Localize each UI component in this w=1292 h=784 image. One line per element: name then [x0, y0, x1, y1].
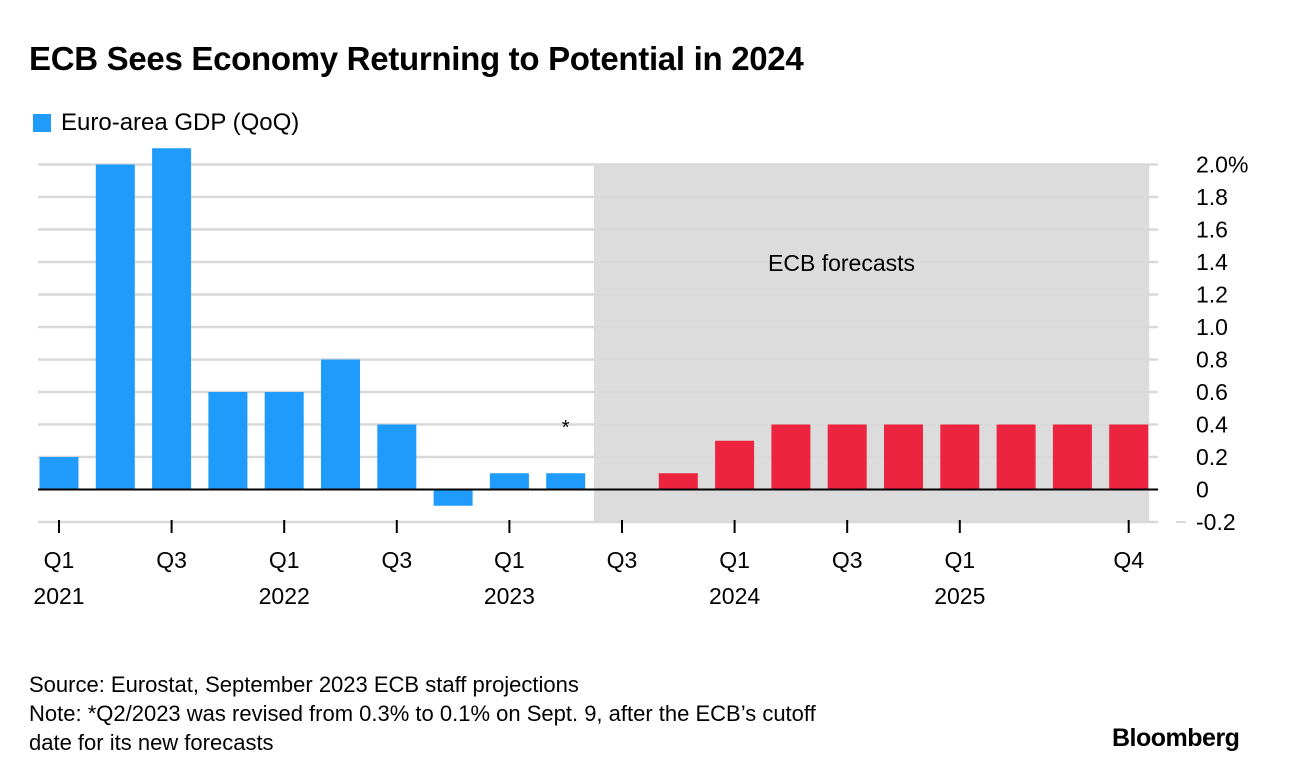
- bar-q3-2022: [377, 424, 417, 490]
- bar-q3-2025: [1052, 424, 1092, 490]
- bar-q2-2024: [771, 424, 811, 490]
- y-tick-label: 0.6: [1196, 379, 1228, 405]
- x-tick-year: 2023: [484, 583, 535, 609]
- x-tick-quarter: Q1: [944, 547, 975, 573]
- y-tick-label: 1.8: [1196, 184, 1228, 210]
- forecast-band-label: ECB forecasts: [768, 250, 915, 276]
- bars: [39, 148, 1149, 506]
- y-tick-label: 0.2: [1196, 444, 1228, 470]
- x-tick-year: 2021: [33, 583, 84, 609]
- legend-swatch-gdp: [33, 114, 51, 132]
- revision-asterisk: *: [562, 417, 570, 439]
- bar-q1-2021: [39, 457, 79, 490]
- bar-q2-2022: [321, 359, 360, 490]
- x-tick-year: 2025: [934, 583, 985, 609]
- x-tick-quarter: Q4: [1113, 547, 1144, 573]
- y-tick-label: 0: [1196, 477, 1209, 503]
- y-tick-label: 0.8: [1196, 347, 1228, 373]
- bar-q4-2022: [433, 489, 473, 506]
- bar-q2-2025: [996, 424, 1036, 490]
- bar-q1-2023: [489, 473, 529, 490]
- x-tick-quarter: Q3: [381, 547, 412, 573]
- bloomberg-logo: Bloomberg: [1112, 724, 1240, 752]
- x-tick-quarter: Q3: [607, 547, 638, 573]
- y-axis-labels: -0.2 0 0.2 0.4 0.6 0.8 1.0 1.2 1.4 1.6 1.8 2.0%: [1196, 152, 1248, 536]
- y-tick-label: 1.0: [1196, 314, 1228, 340]
- bar-q1-2025: [940, 424, 980, 490]
- y-tick-label: 1.4: [1196, 249, 1228, 275]
- x-tick-quarter: Q3: [832, 547, 863, 573]
- x-tick-quarter: Q3: [156, 547, 187, 573]
- bar-q3-2021: [152, 148, 192, 490]
- footnote-line-1: Note: *Q2/2023 was revised from 0.3% to …: [29, 701, 816, 726]
- y-tick-label: 1.2: [1196, 282, 1228, 308]
- bar-q4-2023: [658, 473, 698, 490]
- source-note: Source: Eurostat, September 2023 ECB sta…: [29, 672, 579, 697]
- bar-q2-2023: [546, 473, 586, 490]
- y-tick-label: 2.0%: [1196, 152, 1248, 178]
- bar-q4-2025: [1109, 424, 1149, 490]
- bar-q2-2021: [95, 164, 135, 490]
- bar-q4-2024: [884, 424, 923, 490]
- x-tick-year: 2024: [709, 583, 760, 609]
- bar-q3-2024: [827, 424, 867, 490]
- x-tick-quarter: Q1: [44, 547, 75, 573]
- chart-legend: Euro-area GDP (QoQ): [33, 108, 299, 138]
- chart-title: ECB Sees Economy Returning to Potential …: [29, 40, 804, 77]
- x-tick-quarter: Q1: [494, 547, 525, 573]
- y-tick-label: 0.4: [1196, 412, 1228, 438]
- legend-label-gdp: Euro-area GDP (QoQ): [61, 109, 300, 136]
- y-tick-label: -0.2: [1196, 509, 1236, 535]
- bar-q1-2024: [715, 440, 755, 490]
- gdp-bar-chart: -0.2 0 0.2 0.4 0.6 0.8 1.0 1.2 1.4 1.6 1.8 2.0% Q1 2…: [33, 148, 1248, 609]
- x-tick-quarter: Q1: [269, 547, 300, 573]
- x-tick-quarter: Q1: [719, 547, 750, 573]
- footnote-line-2: date for its new forecasts: [29, 730, 274, 755]
- y-tick-label: 1.6: [1196, 217, 1228, 243]
- bar-q4-2021: [208, 392, 248, 490]
- chart-footer: Source: Eurostat, September 2023 ECB sta…: [29, 670, 816, 757]
- bar-q1-2022: [264, 392, 304, 490]
- x-tick-year: 2022: [259, 583, 310, 609]
- x-axis-labels: Q1 2021 Q3 Q1 2022 Q3 Q1 2023 Q3 Q1 2024 Q3 Q1 2025 Q4: [33, 520, 1144, 609]
